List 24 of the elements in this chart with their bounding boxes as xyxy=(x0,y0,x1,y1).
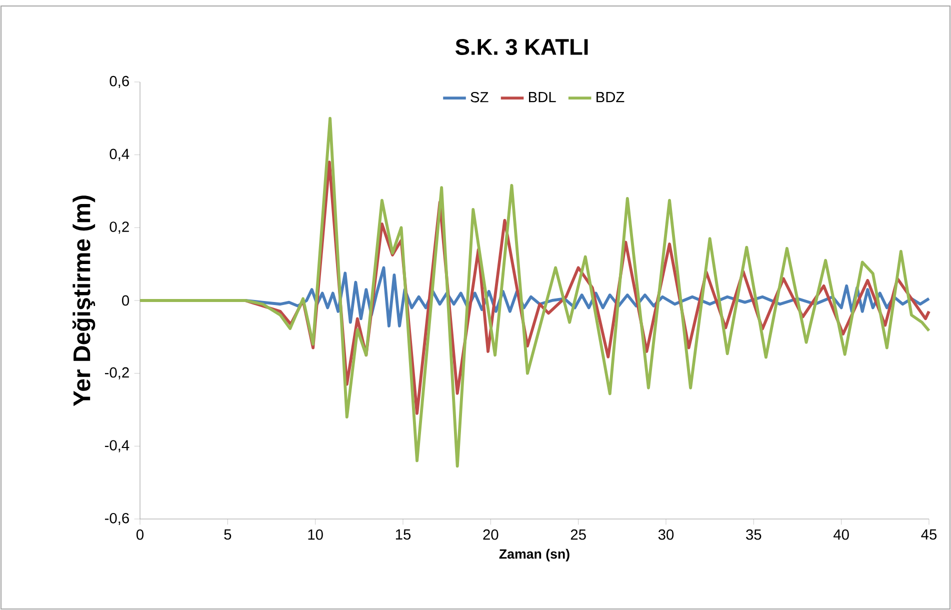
y-tick-label: 0,2 xyxy=(110,222,129,234)
y-tick-label: 0 xyxy=(122,295,130,306)
legend-label: SZ xyxy=(470,92,488,102)
line-series xyxy=(138,116,930,468)
x-tick-label: 30 xyxy=(658,529,674,540)
y-tick-label: -0,2 xyxy=(104,367,129,380)
legend-label: BDL xyxy=(528,92,556,102)
y-tick-label: 0,6 xyxy=(110,76,129,88)
y-axis-title: Yer Değiştirme (m) xyxy=(72,196,96,406)
x-tick-label: 15 xyxy=(396,529,411,540)
chart-title: S.K. 3 KATLI xyxy=(455,38,588,56)
x-tick-label: 45 xyxy=(921,529,937,540)
x-axis-title: Zaman (sn) xyxy=(499,548,570,562)
y-tick-label: 0,4 xyxy=(110,148,130,161)
x-tick-label: 20 xyxy=(483,529,498,540)
x-tick-label: 25 xyxy=(570,529,586,540)
x-tick-label: 35 xyxy=(746,529,762,540)
x-tick-label: 10 xyxy=(308,529,323,540)
x-tick-label: 5 xyxy=(224,529,232,540)
x-tick-label: 40 xyxy=(834,529,849,540)
y-tick-label: -0,6 xyxy=(104,512,129,526)
y-tick-label: -0,4 xyxy=(104,440,130,452)
x-tick-label: 0 xyxy=(136,529,144,540)
legend-label: BDZ xyxy=(596,92,624,102)
